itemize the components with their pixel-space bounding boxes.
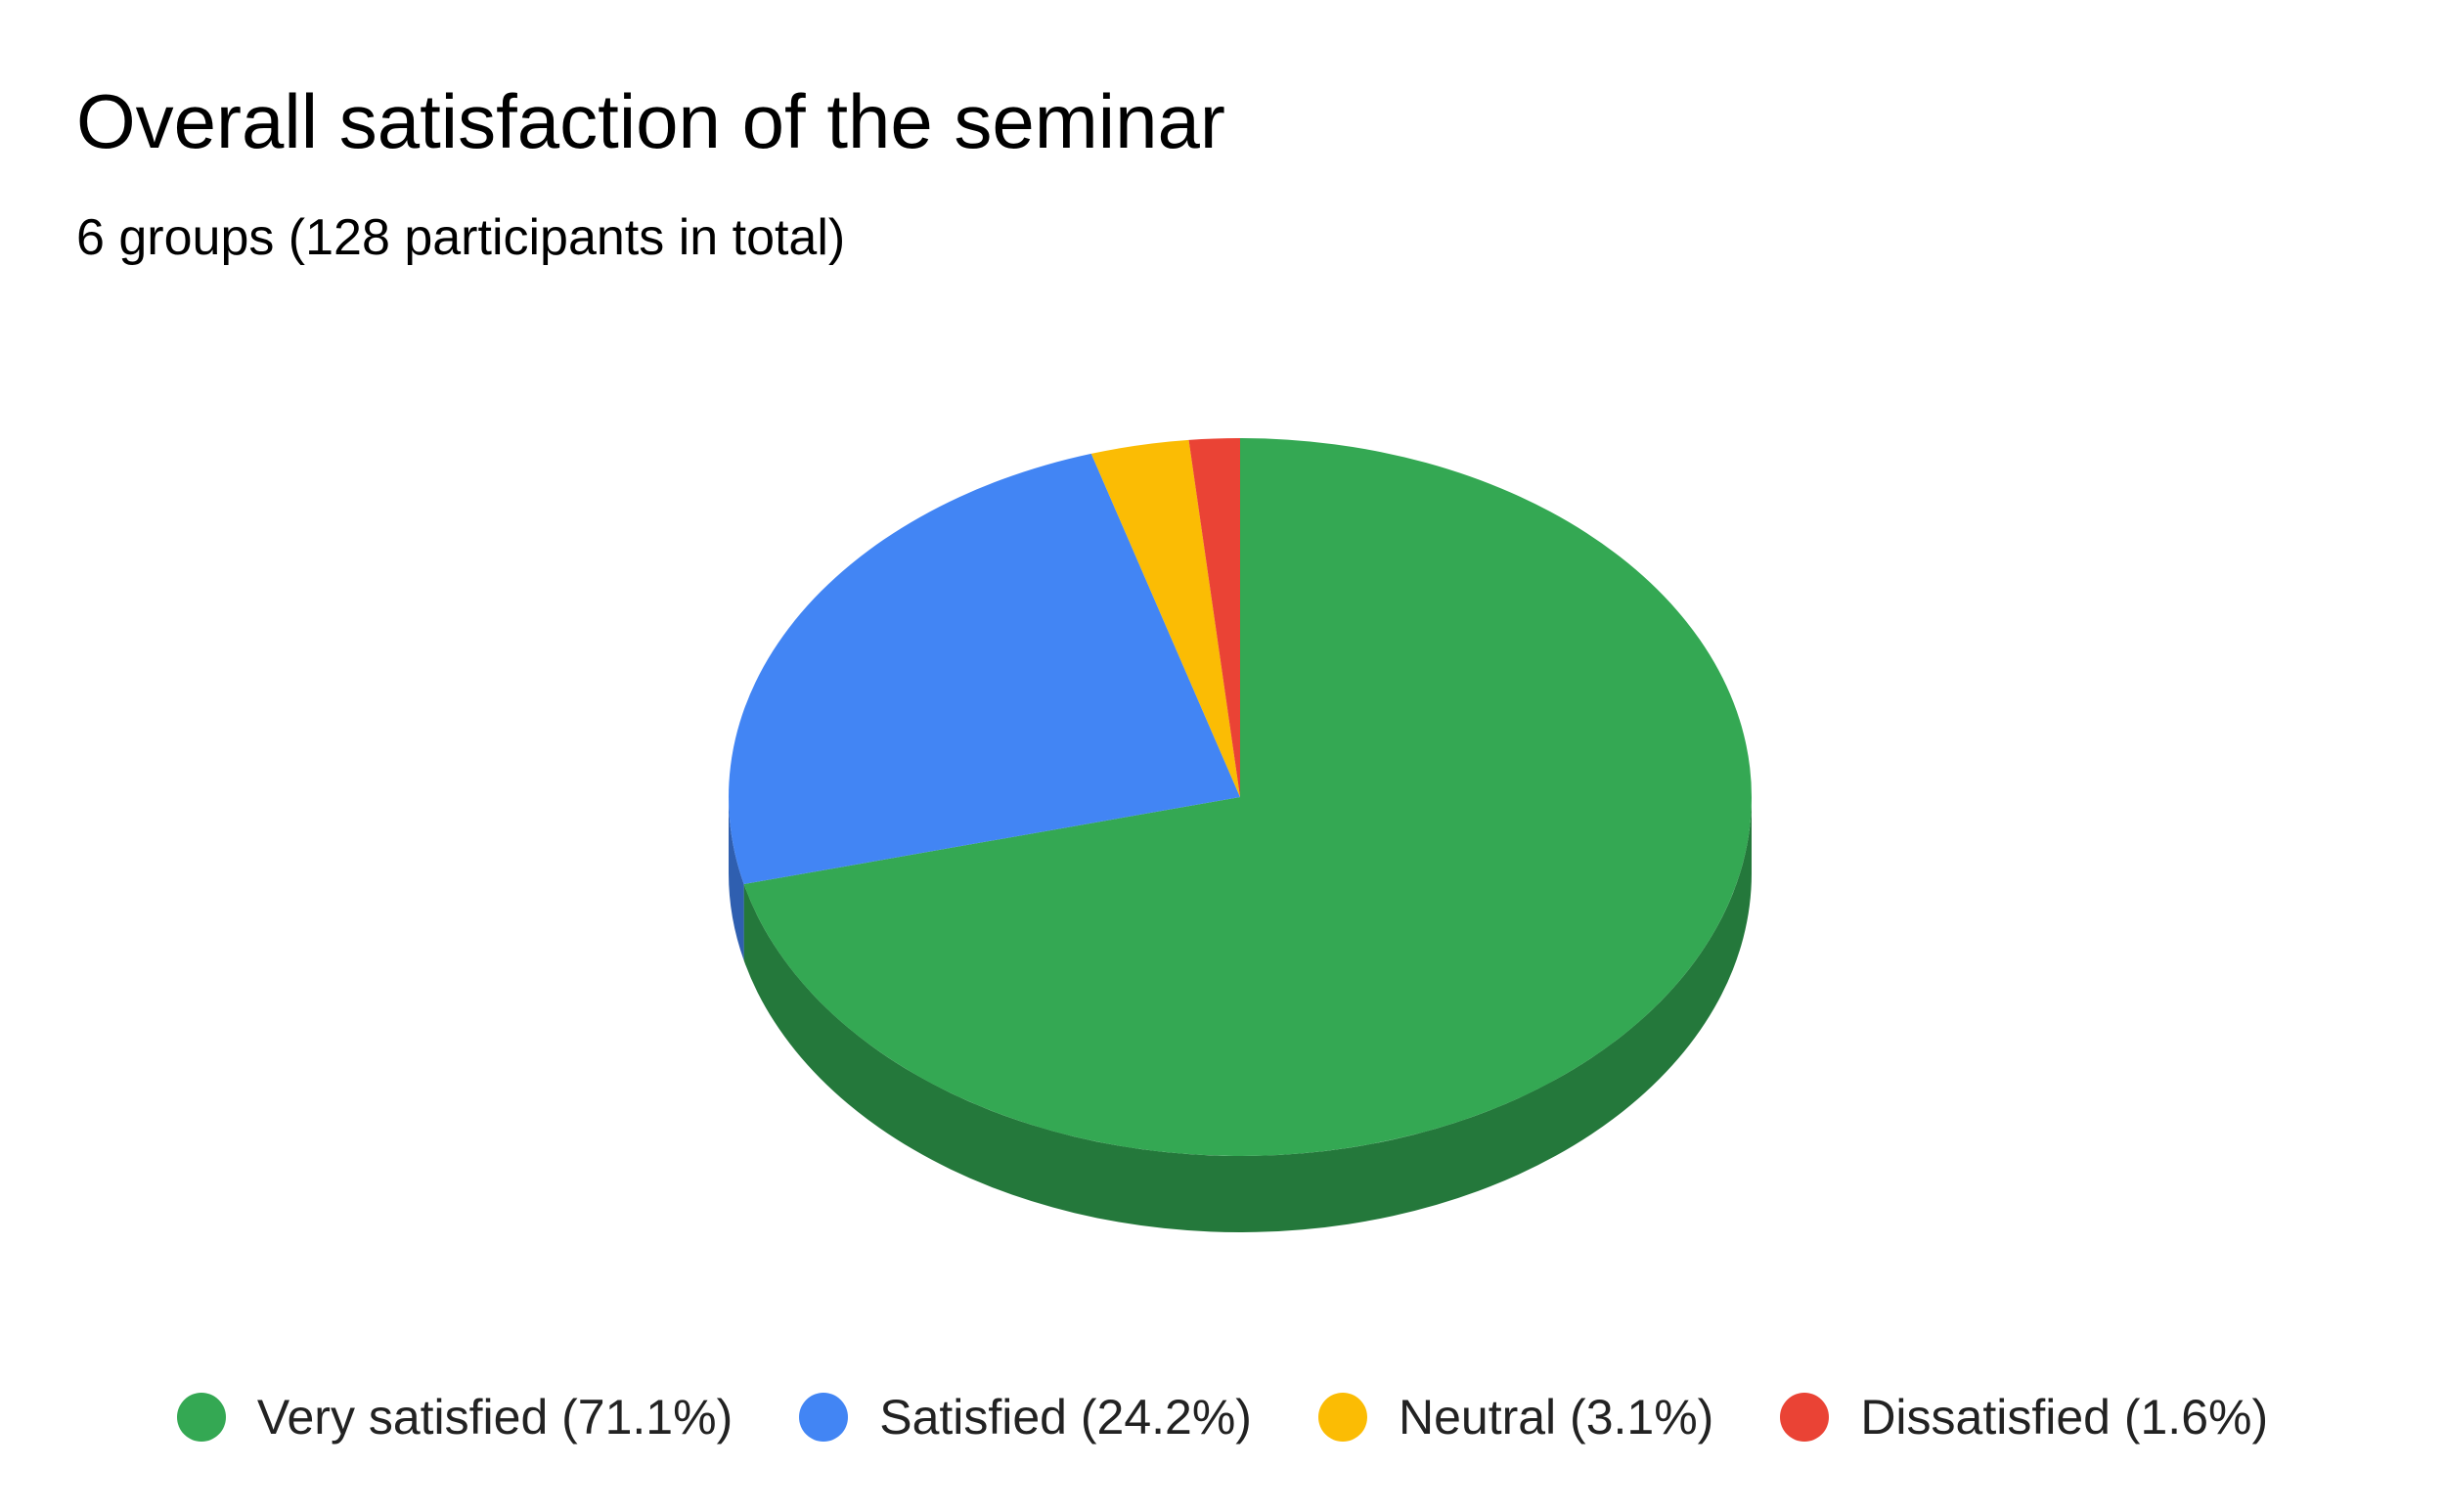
legend-item: Satisfied (24.2%)	[799, 1389, 1252, 1445]
pie-slice-very-satisfied	[743, 438, 1753, 1156]
legend-label: Dissatisfied (1.6%)	[1860, 1390, 2269, 1445]
chart-subtitle: 6 groups (128 participants in total)	[76, 209, 846, 266]
pie-tops	[729, 438, 1753, 1156]
legend-swatch	[1780, 1393, 1830, 1442]
chart-title: Overall satisfaction of the seminar	[76, 78, 1225, 164]
legend-item: Neutral (3.1%)	[1317, 1389, 1714, 1445]
pie-sides	[729, 797, 1753, 1232]
pie-slice-satisfied	[729, 453, 1240, 885]
pie-side-0	[743, 797, 1753, 1232]
legend-label: Satisfied (24.2%)	[879, 1390, 1252, 1445]
pie-slice-neutral	[1090, 439, 1240, 797]
legend-swatch	[1317, 1393, 1367, 1442]
pie-side-1	[729, 797, 744, 961]
legend-swatch	[799, 1393, 849, 1442]
legend-label: Neutral (3.1%)	[1398, 1390, 1714, 1445]
pie-slice-dissatisfied	[1188, 438, 1240, 797]
legend: Very satisfied (71.1%) Satisfied (24.2%) N…	[0, 1389, 2445, 1445]
legend-item: Dissatisfied (1.6%)	[1780, 1389, 2268, 1445]
legend-swatch	[176, 1393, 226, 1442]
legend-item: Very satisfied (71.1%)	[176, 1389, 734, 1445]
legend-label: Very satisfied (71.1%)	[256, 1390, 734, 1445]
